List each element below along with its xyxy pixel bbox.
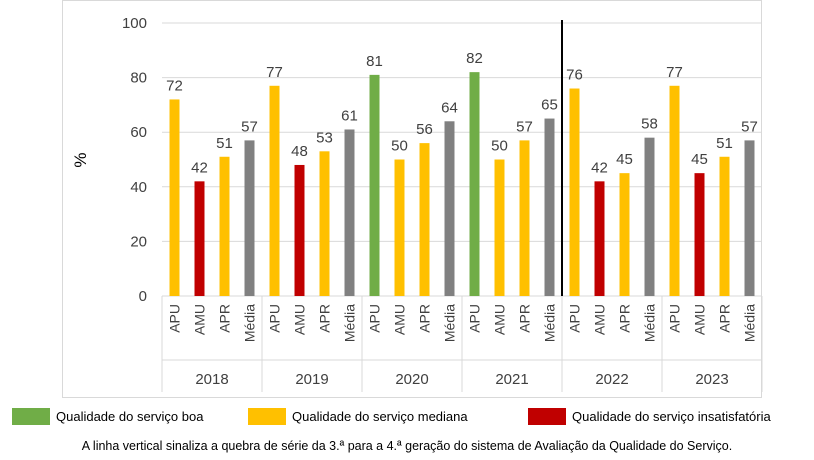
legend-label-insatisfatoria: Qualidade do serviço insatisfatória xyxy=(572,408,771,424)
legend-swatch-boa xyxy=(12,407,50,425)
y-tick-label: 40 xyxy=(130,179,147,196)
data-label: 61 xyxy=(341,107,358,124)
bar xyxy=(669,85,680,296)
year-label: 2019 xyxy=(295,371,328,388)
data-label: 53 xyxy=(316,129,333,146)
data-label: 81 xyxy=(366,53,383,70)
category-label: APR xyxy=(417,304,433,333)
data-label: 72 xyxy=(166,77,183,94)
year-label: 2023 xyxy=(695,371,728,388)
legend-label-mediana: Qualidade do serviço mediana xyxy=(292,408,468,424)
year-label: 2018 xyxy=(195,371,228,388)
bar xyxy=(494,159,505,296)
bar xyxy=(719,156,730,296)
data-label: 57 xyxy=(241,118,258,135)
bar xyxy=(194,181,205,296)
category-label: APR xyxy=(617,304,633,333)
data-label: 77 xyxy=(666,64,683,81)
bar xyxy=(419,143,430,296)
data-label: 56 xyxy=(416,121,433,138)
category-label: APU xyxy=(467,304,483,333)
data-label: 77 xyxy=(266,64,283,81)
bar xyxy=(444,121,455,296)
year-label: 2021 xyxy=(495,371,528,388)
data-label: 58 xyxy=(641,116,658,133)
data-label: 57 xyxy=(741,118,758,135)
bar xyxy=(544,118,555,296)
legend-swatch-mediana xyxy=(248,407,286,425)
category-label: Média xyxy=(342,304,358,342)
bar xyxy=(394,159,405,296)
category-label: AMU xyxy=(592,304,608,335)
year-label: 2022 xyxy=(595,371,628,388)
data-label: 65 xyxy=(541,97,558,114)
category-label: AMU xyxy=(392,304,408,335)
data-label: 51 xyxy=(216,135,233,152)
y-tick-label: 0 xyxy=(139,288,147,305)
category-label: APR xyxy=(317,304,333,333)
bar xyxy=(569,88,580,297)
data-label: 82 xyxy=(466,50,483,67)
legend-item-boa: Qualidade do serviço boa xyxy=(12,405,203,427)
data-label: 42 xyxy=(191,159,208,176)
bar xyxy=(369,74,380,297)
data-label: 50 xyxy=(491,138,508,155)
category-label: APU xyxy=(667,304,683,333)
category-label: Média xyxy=(242,304,258,342)
bar xyxy=(594,181,605,296)
data-label: 50 xyxy=(391,138,408,155)
data-label: 48 xyxy=(291,143,308,160)
bar xyxy=(219,156,230,296)
chart-footnote: A linha vertical sinaliza a quebra de sé… xyxy=(81,439,733,453)
legend-item-mediana: Qualidade do serviço mediana xyxy=(248,405,468,427)
bar xyxy=(619,173,630,296)
bar xyxy=(294,164,305,296)
category-label: APR xyxy=(717,304,733,333)
legend-label-boa: Qualidade do serviço boa xyxy=(56,408,204,424)
data-label: 64 xyxy=(441,99,458,116)
bar xyxy=(269,85,280,296)
bar xyxy=(644,137,655,296)
category-label: APU xyxy=(367,304,383,333)
data-label: 45 xyxy=(616,151,633,168)
bar xyxy=(469,72,480,296)
bar xyxy=(744,140,755,296)
category-label: AMU xyxy=(292,304,308,335)
bar xyxy=(169,99,180,296)
category-label: APU xyxy=(167,304,183,333)
legend-item-insatisfatoria: Qualidade do serviço insatisfatória xyxy=(528,405,771,427)
bar xyxy=(319,151,330,296)
y-axis-label: % xyxy=(71,152,90,167)
category-label: Média xyxy=(442,304,458,342)
bar xyxy=(519,140,530,296)
data-label: 76 xyxy=(566,67,583,84)
y-tick-label: 80 xyxy=(130,70,147,87)
data-label: 57 xyxy=(516,118,533,135)
category-label: Média xyxy=(542,304,558,342)
category-label: APR xyxy=(217,304,233,333)
data-label: 51 xyxy=(716,135,733,152)
category-label: AMU xyxy=(692,304,708,335)
y-tick-label: 60 xyxy=(130,124,147,141)
bar xyxy=(344,129,355,296)
category-label: AMU xyxy=(192,304,208,335)
category-label: Média xyxy=(642,304,658,342)
category-label: APU xyxy=(567,304,583,333)
bar xyxy=(694,173,705,296)
category-label: AMU xyxy=(492,304,508,335)
category-label: Média xyxy=(742,304,758,342)
category-label: APR xyxy=(517,304,533,333)
category-label: APU xyxy=(267,304,283,333)
legend-swatch-insatisfatoria xyxy=(528,407,566,425)
data-label: 42 xyxy=(591,159,608,176)
chart-frame xyxy=(62,0,762,398)
data-label: 45 xyxy=(691,151,708,168)
bar-chart: 0 20 40 60 80 100% 72 APU 42 AMU 51 APR 57 Média 2018 7… xyxy=(71,15,763,392)
year-label: 2020 xyxy=(395,371,428,388)
y-tick-label: 20 xyxy=(130,233,147,250)
y-tick-label: 100 xyxy=(122,15,147,32)
bar xyxy=(244,140,255,296)
